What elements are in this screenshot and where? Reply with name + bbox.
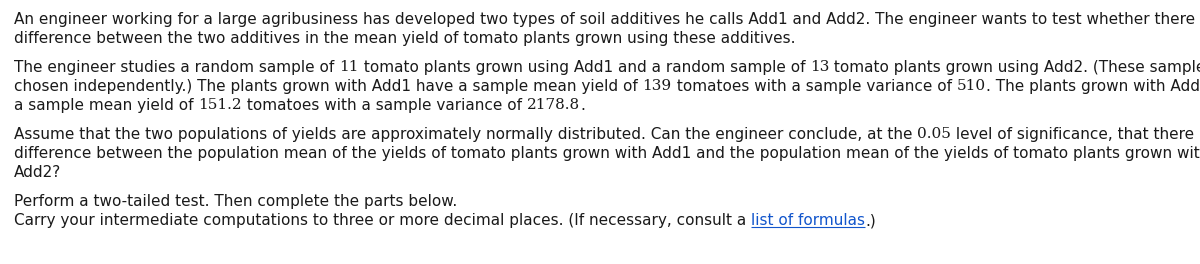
Text: tomato plants grown using Add2. (These samples are: tomato plants grown using Add2. (These s… xyxy=(829,60,1200,75)
Text: 510: 510 xyxy=(956,79,985,93)
Text: difference between the population mean of the yields of tomato plants grown with: difference between the population mean o… xyxy=(14,146,1200,161)
Text: .): .) xyxy=(865,213,876,228)
Text: 139: 139 xyxy=(643,79,672,93)
Text: difference between the two additives in the mean yield of tomato plants grown us: difference between the two additives in … xyxy=(14,31,796,46)
Text: chosen independently.) The plants grown with Add1 have a sample mean yield of: chosen independently.) The plants grown … xyxy=(14,79,643,94)
Text: . The plants grown with Add2 have: . The plants grown with Add2 have xyxy=(985,79,1200,94)
Text: An engineer working for a large agribusiness has developed two types of soil add: An engineer working for a large agribusi… xyxy=(14,12,1200,27)
Text: Assume that the two populations of yields are approximately normally distributed: Assume that the two populations of yield… xyxy=(14,127,917,142)
Text: 11: 11 xyxy=(340,60,359,74)
Text: list of formulas: list of formulas xyxy=(751,213,865,228)
Text: 2178.8: 2178.8 xyxy=(527,98,580,112)
Text: 13: 13 xyxy=(810,60,829,74)
Text: tomatoes with a sample variance of: tomatoes with a sample variance of xyxy=(242,98,527,113)
Text: Carry your intermediate computations to three or more decimal places. (If necess: Carry your intermediate computations to … xyxy=(14,213,751,228)
Text: tomato plants grown using Add1 and a random sample of: tomato plants grown using Add1 and a ran… xyxy=(359,60,810,75)
Text: Add2?: Add2? xyxy=(14,165,61,180)
Text: 151.2: 151.2 xyxy=(198,98,242,112)
Text: 0.05: 0.05 xyxy=(917,127,952,141)
Text: level of significance, that there is a: level of significance, that there is a xyxy=(952,127,1200,142)
Text: tomatoes with a sample variance of: tomatoes with a sample variance of xyxy=(672,79,956,94)
Text: .: . xyxy=(580,98,584,113)
Text: The engineer studies a random sample of: The engineer studies a random sample of xyxy=(14,60,340,75)
Text: a sample mean yield of: a sample mean yield of xyxy=(14,98,198,113)
Text: Perform a two-tailed test. Then complete the parts below.: Perform a two-tailed test. Then complete… xyxy=(14,194,457,209)
